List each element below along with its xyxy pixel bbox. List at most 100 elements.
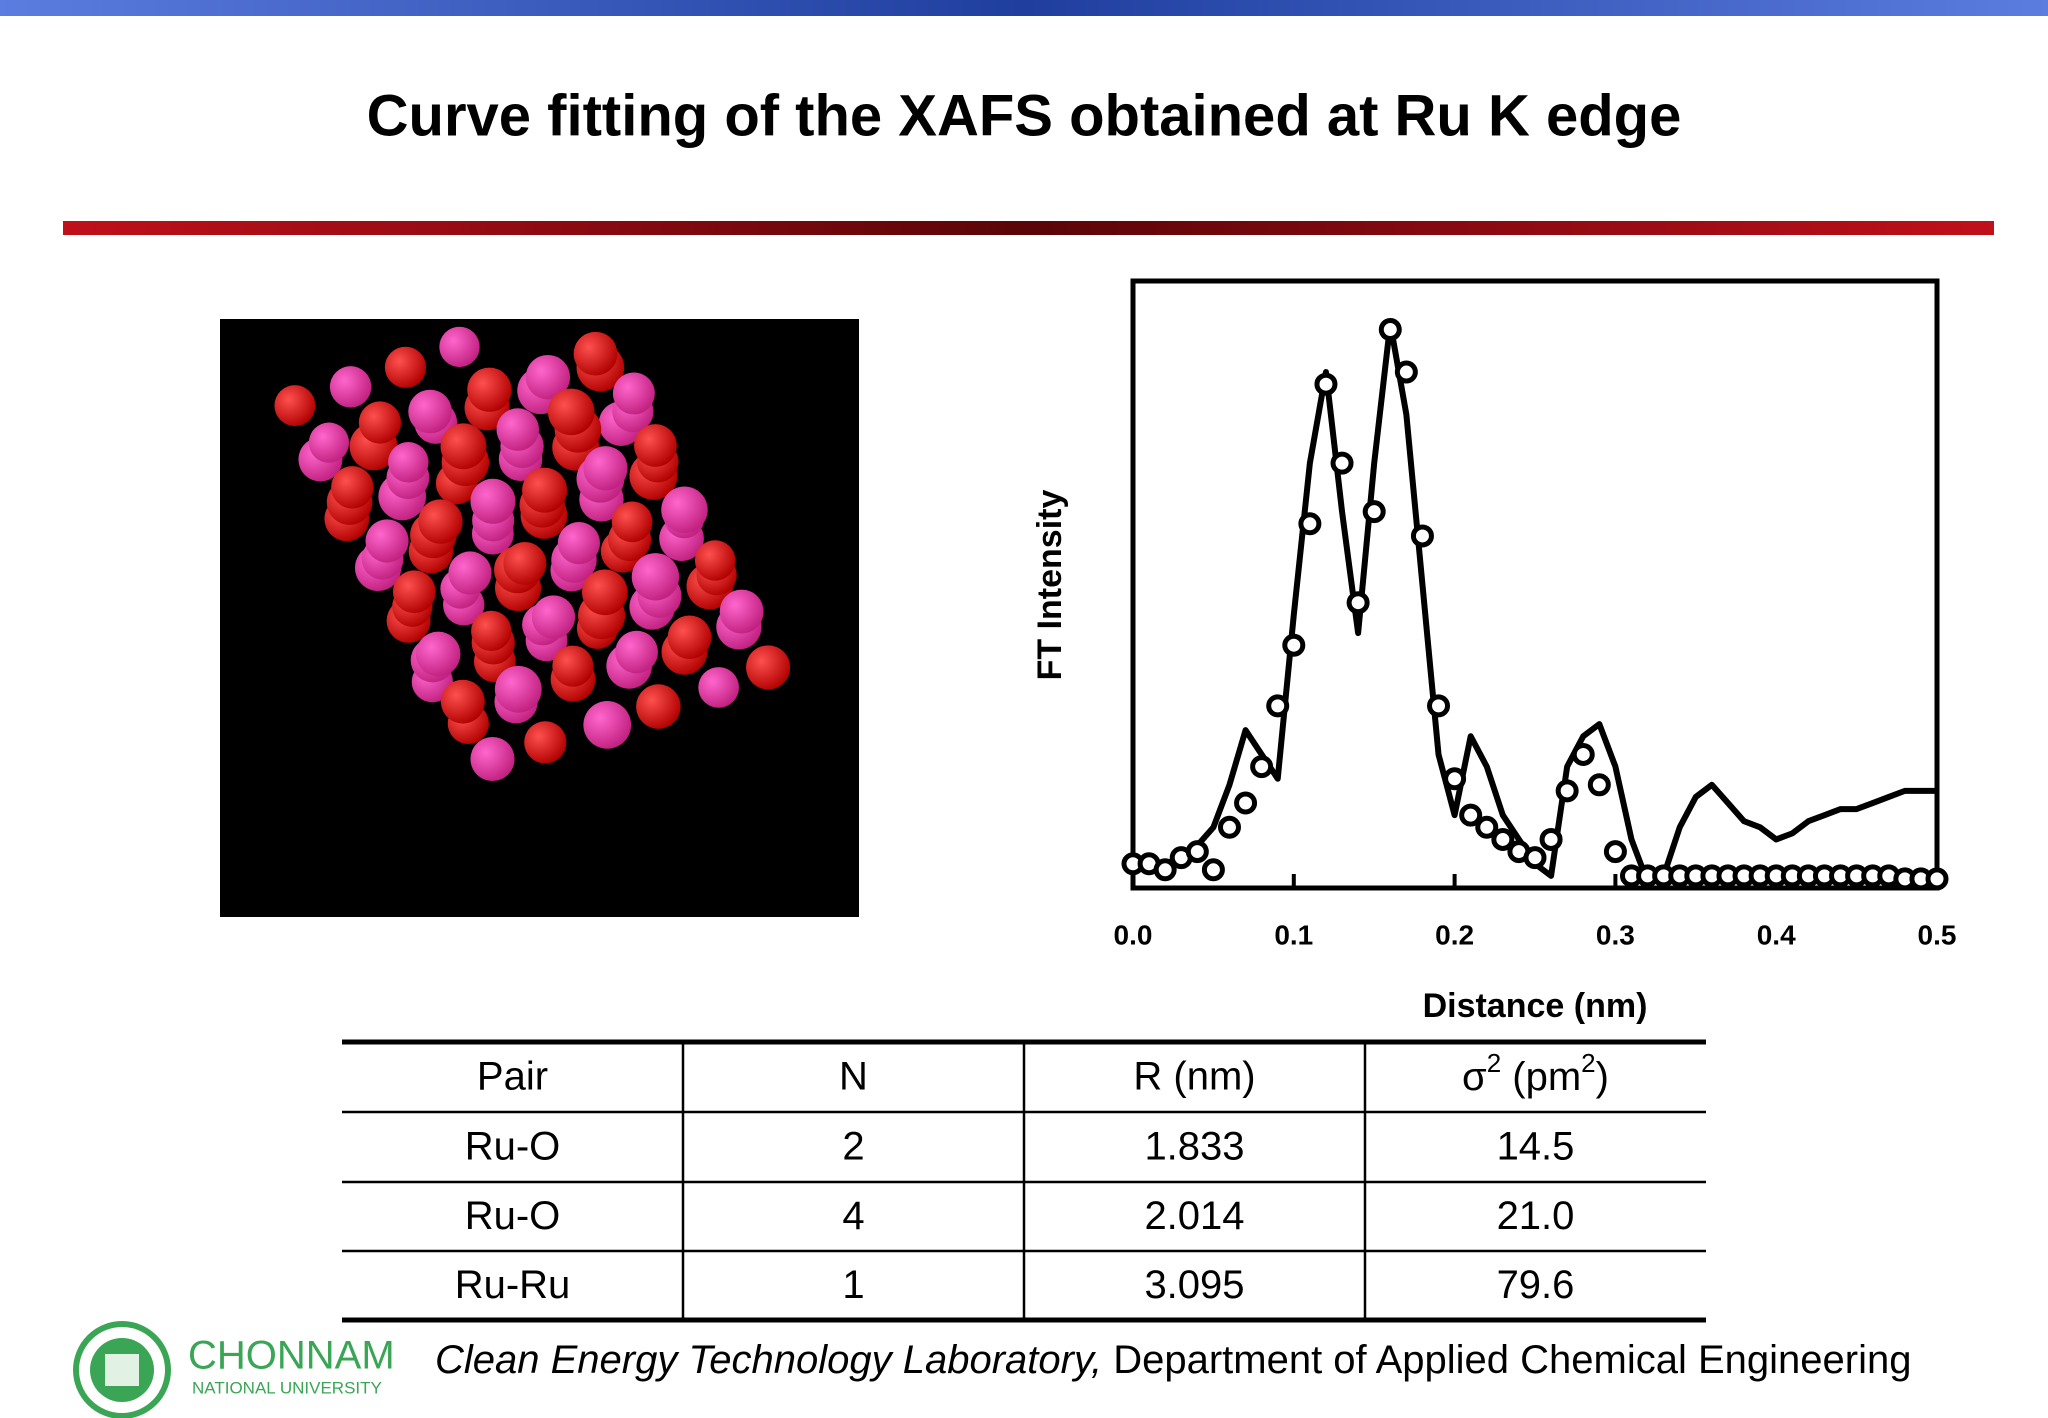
logo-name: CHONNAM bbox=[188, 1334, 395, 1378]
data-point bbox=[1555, 779, 1579, 803]
atom bbox=[408, 389, 452, 434]
atom bbox=[615, 630, 658, 674]
data-point bbox=[1523, 846, 1547, 870]
atom bbox=[440, 679, 485, 724]
atom bbox=[494, 665, 542, 713]
footer-lab: Clean Energy Technology Laboratory, bbox=[435, 1338, 1102, 1382]
atom bbox=[467, 367, 512, 412]
slide-title: Curve fitting of the XAFS obtained at Ru… bbox=[367, 83, 1682, 148]
atom bbox=[274, 385, 316, 427]
atom bbox=[496, 408, 540, 451]
data-point bbox=[1346, 591, 1370, 615]
data-point bbox=[1282, 633, 1306, 657]
table: Pair N R (nm) σ2 (pm2)Ru-O 2 1.833 14.5Ru-O 4 2.… bbox=[342, 1039, 1706, 1323]
atom bbox=[531, 595, 576, 639]
superscript: 2 bbox=[1581, 1048, 1595, 1078]
atom bbox=[440, 423, 487, 470]
table-cell: 4 bbox=[842, 1194, 864, 1238]
divider bbox=[63, 221, 1994, 235]
x-tick-label: 0.4 bbox=[1757, 919, 1796, 950]
crystal-image bbox=[220, 319, 859, 917]
x-tick-label: 0.0 bbox=[1114, 919, 1153, 950]
table-cell: 1.833 bbox=[1144, 1125, 1244, 1169]
atom bbox=[415, 631, 461, 677]
superscript: 2 bbox=[1487, 1048, 1501, 1078]
atom bbox=[583, 701, 632, 749]
atom bbox=[329, 366, 372, 408]
atom bbox=[525, 354, 571, 400]
atom bbox=[470, 478, 516, 524]
atom bbox=[503, 541, 547, 586]
atom bbox=[631, 553, 680, 601]
header-cell: Pair bbox=[477, 1055, 548, 1099]
data-point bbox=[1539, 827, 1563, 851]
footer: Clean Energy Technology Laboratory, Depa… bbox=[435, 1338, 1911, 1382]
data-point bbox=[1475, 815, 1499, 839]
logo: CHONNAM NATIONAL UNIVERSITY bbox=[73, 1321, 395, 1418]
atom bbox=[636, 684, 681, 729]
data-point bbox=[1266, 694, 1290, 718]
data-point bbox=[1250, 755, 1274, 779]
table-cell: Ru-Ru bbox=[455, 1263, 571, 1307]
data-point bbox=[1234, 791, 1258, 815]
table-cell: 79.6 bbox=[1497, 1263, 1575, 1307]
atom bbox=[388, 442, 429, 483]
header-text: ) bbox=[1596, 1055, 1609, 1099]
data-point bbox=[1459, 803, 1483, 827]
x-tick-label: 0.1 bbox=[1274, 919, 1313, 950]
atom bbox=[524, 721, 567, 764]
table-cell: 21.0 bbox=[1497, 1194, 1575, 1238]
data-point bbox=[1925, 867, 1949, 891]
logo-subtitle: NATIONAL UNIVERSITY bbox=[192, 1378, 382, 1397]
header-cell: σ2 (pm2) bbox=[1462, 1048, 1609, 1099]
atom bbox=[694, 540, 736, 581]
header-cell: R (nm) bbox=[1133, 1055, 1255, 1099]
atom bbox=[384, 346, 427, 388]
atom bbox=[612, 372, 655, 415]
atom bbox=[611, 501, 653, 543]
header-text: σ bbox=[1462, 1055, 1487, 1099]
top-bar bbox=[0, 0, 2048, 16]
plot-frame bbox=[1130, 278, 1940, 891]
data-point bbox=[1410, 524, 1434, 548]
atom bbox=[439, 326, 480, 368]
data-point bbox=[1443, 767, 1467, 791]
data-point bbox=[1571, 742, 1595, 766]
table-cell: 1 bbox=[842, 1263, 864, 1307]
data-point bbox=[1603, 840, 1627, 864]
atom bbox=[392, 570, 436, 614]
y-axis-label: FT Intensity bbox=[1031, 490, 1069, 681]
atom bbox=[331, 466, 374, 509]
table-cell: 3.095 bbox=[1144, 1263, 1244, 1307]
header-cell: N bbox=[839, 1055, 868, 1099]
table-cell: 2.014 bbox=[1144, 1194, 1244, 1238]
atom bbox=[522, 467, 568, 513]
data-point bbox=[1153, 858, 1177, 882]
atom bbox=[471, 610, 512, 652]
atom bbox=[719, 589, 764, 634]
atom bbox=[308, 422, 350, 463]
atom bbox=[661, 486, 708, 534]
atom bbox=[698, 667, 739, 708]
data-point bbox=[1378, 318, 1402, 342]
table-cell: Ru-O bbox=[465, 1125, 561, 1169]
data-point bbox=[1330, 451, 1354, 475]
x-axis-label: Distance (nm) bbox=[1423, 987, 1648, 1025]
data-point bbox=[1201, 858, 1225, 882]
x-tick-label: 0.5 bbox=[1918, 919, 1957, 950]
atom bbox=[634, 424, 677, 467]
atom bbox=[746, 645, 791, 690]
atom bbox=[552, 645, 594, 687]
x-tick-label: 0.3 bbox=[1596, 919, 1635, 950]
table-cell: 14.5 bbox=[1497, 1125, 1575, 1169]
data-point bbox=[1362, 500, 1386, 524]
chart: FT Intensity Distance (nm) 0.0 0.1 0.2 0.3 0… bbox=[1031, 278, 1957, 1025]
data-point bbox=[1217, 815, 1241, 839]
footer-department: Department of Applied Chemical Engineeri… bbox=[1102, 1338, 1911, 1382]
atom bbox=[573, 331, 618, 376]
data-point bbox=[1185, 840, 1209, 864]
data-point bbox=[1394, 360, 1418, 384]
data-point bbox=[1491, 827, 1515, 851]
atom bbox=[583, 446, 628, 491]
